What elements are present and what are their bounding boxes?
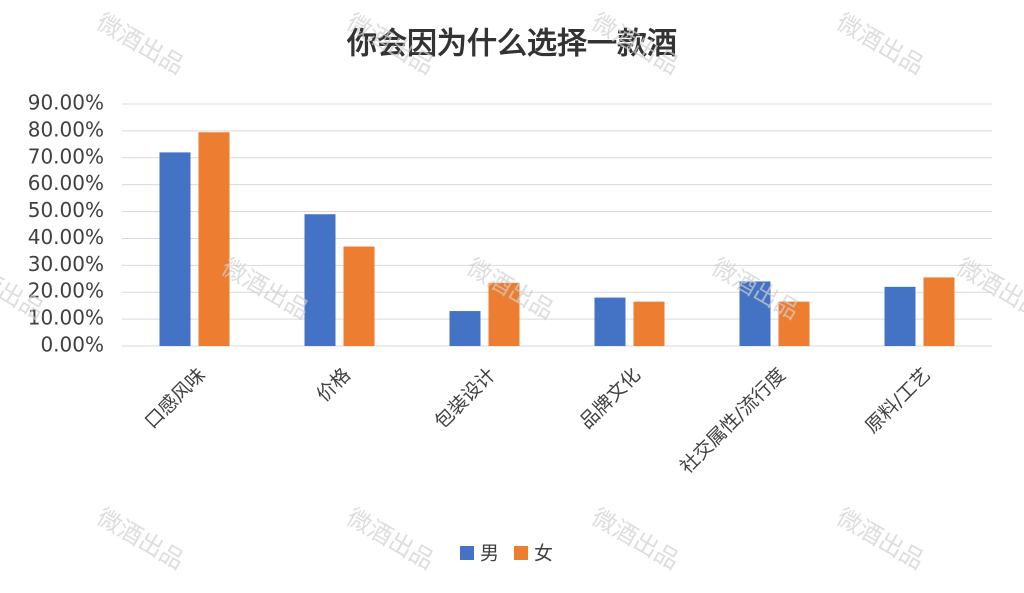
legend-label: 男: [480, 543, 499, 565]
bar: [594, 297, 626, 346]
y-tick-label: 50.00%: [28, 198, 104, 222]
y-tick-label: 30.00%: [28, 252, 104, 276]
y-tick-label: 80.00%: [28, 117, 104, 141]
bar: [633, 301, 665, 346]
bar: [198, 132, 230, 346]
legend-label: 女: [534, 543, 553, 565]
bar: [778, 301, 810, 346]
y-tick-label: 40.00%: [28, 225, 104, 249]
y-tick-label: 20.00%: [28, 279, 104, 303]
bar: [488, 282, 520, 346]
bar: [159, 152, 191, 346]
legend-swatch: [514, 546, 528, 560]
legend-swatch: [460, 546, 474, 560]
y-tick-label: 10.00%: [28, 306, 104, 330]
y-tick-label: 90.00%: [28, 91, 104, 115]
bar: [739, 281, 771, 346]
y-tick-label: 70.00%: [28, 144, 104, 168]
y-tick-label: 60.00%: [28, 171, 104, 195]
y-tick-label: 0.00%: [40, 333, 104, 357]
bar: [343, 246, 375, 346]
chart-title: 你会因为什么选择一款酒: [346, 27, 677, 62]
bar: [304, 214, 336, 346]
bar: [449, 311, 481, 346]
bar: [923, 277, 955, 346]
bar: [884, 286, 916, 346]
